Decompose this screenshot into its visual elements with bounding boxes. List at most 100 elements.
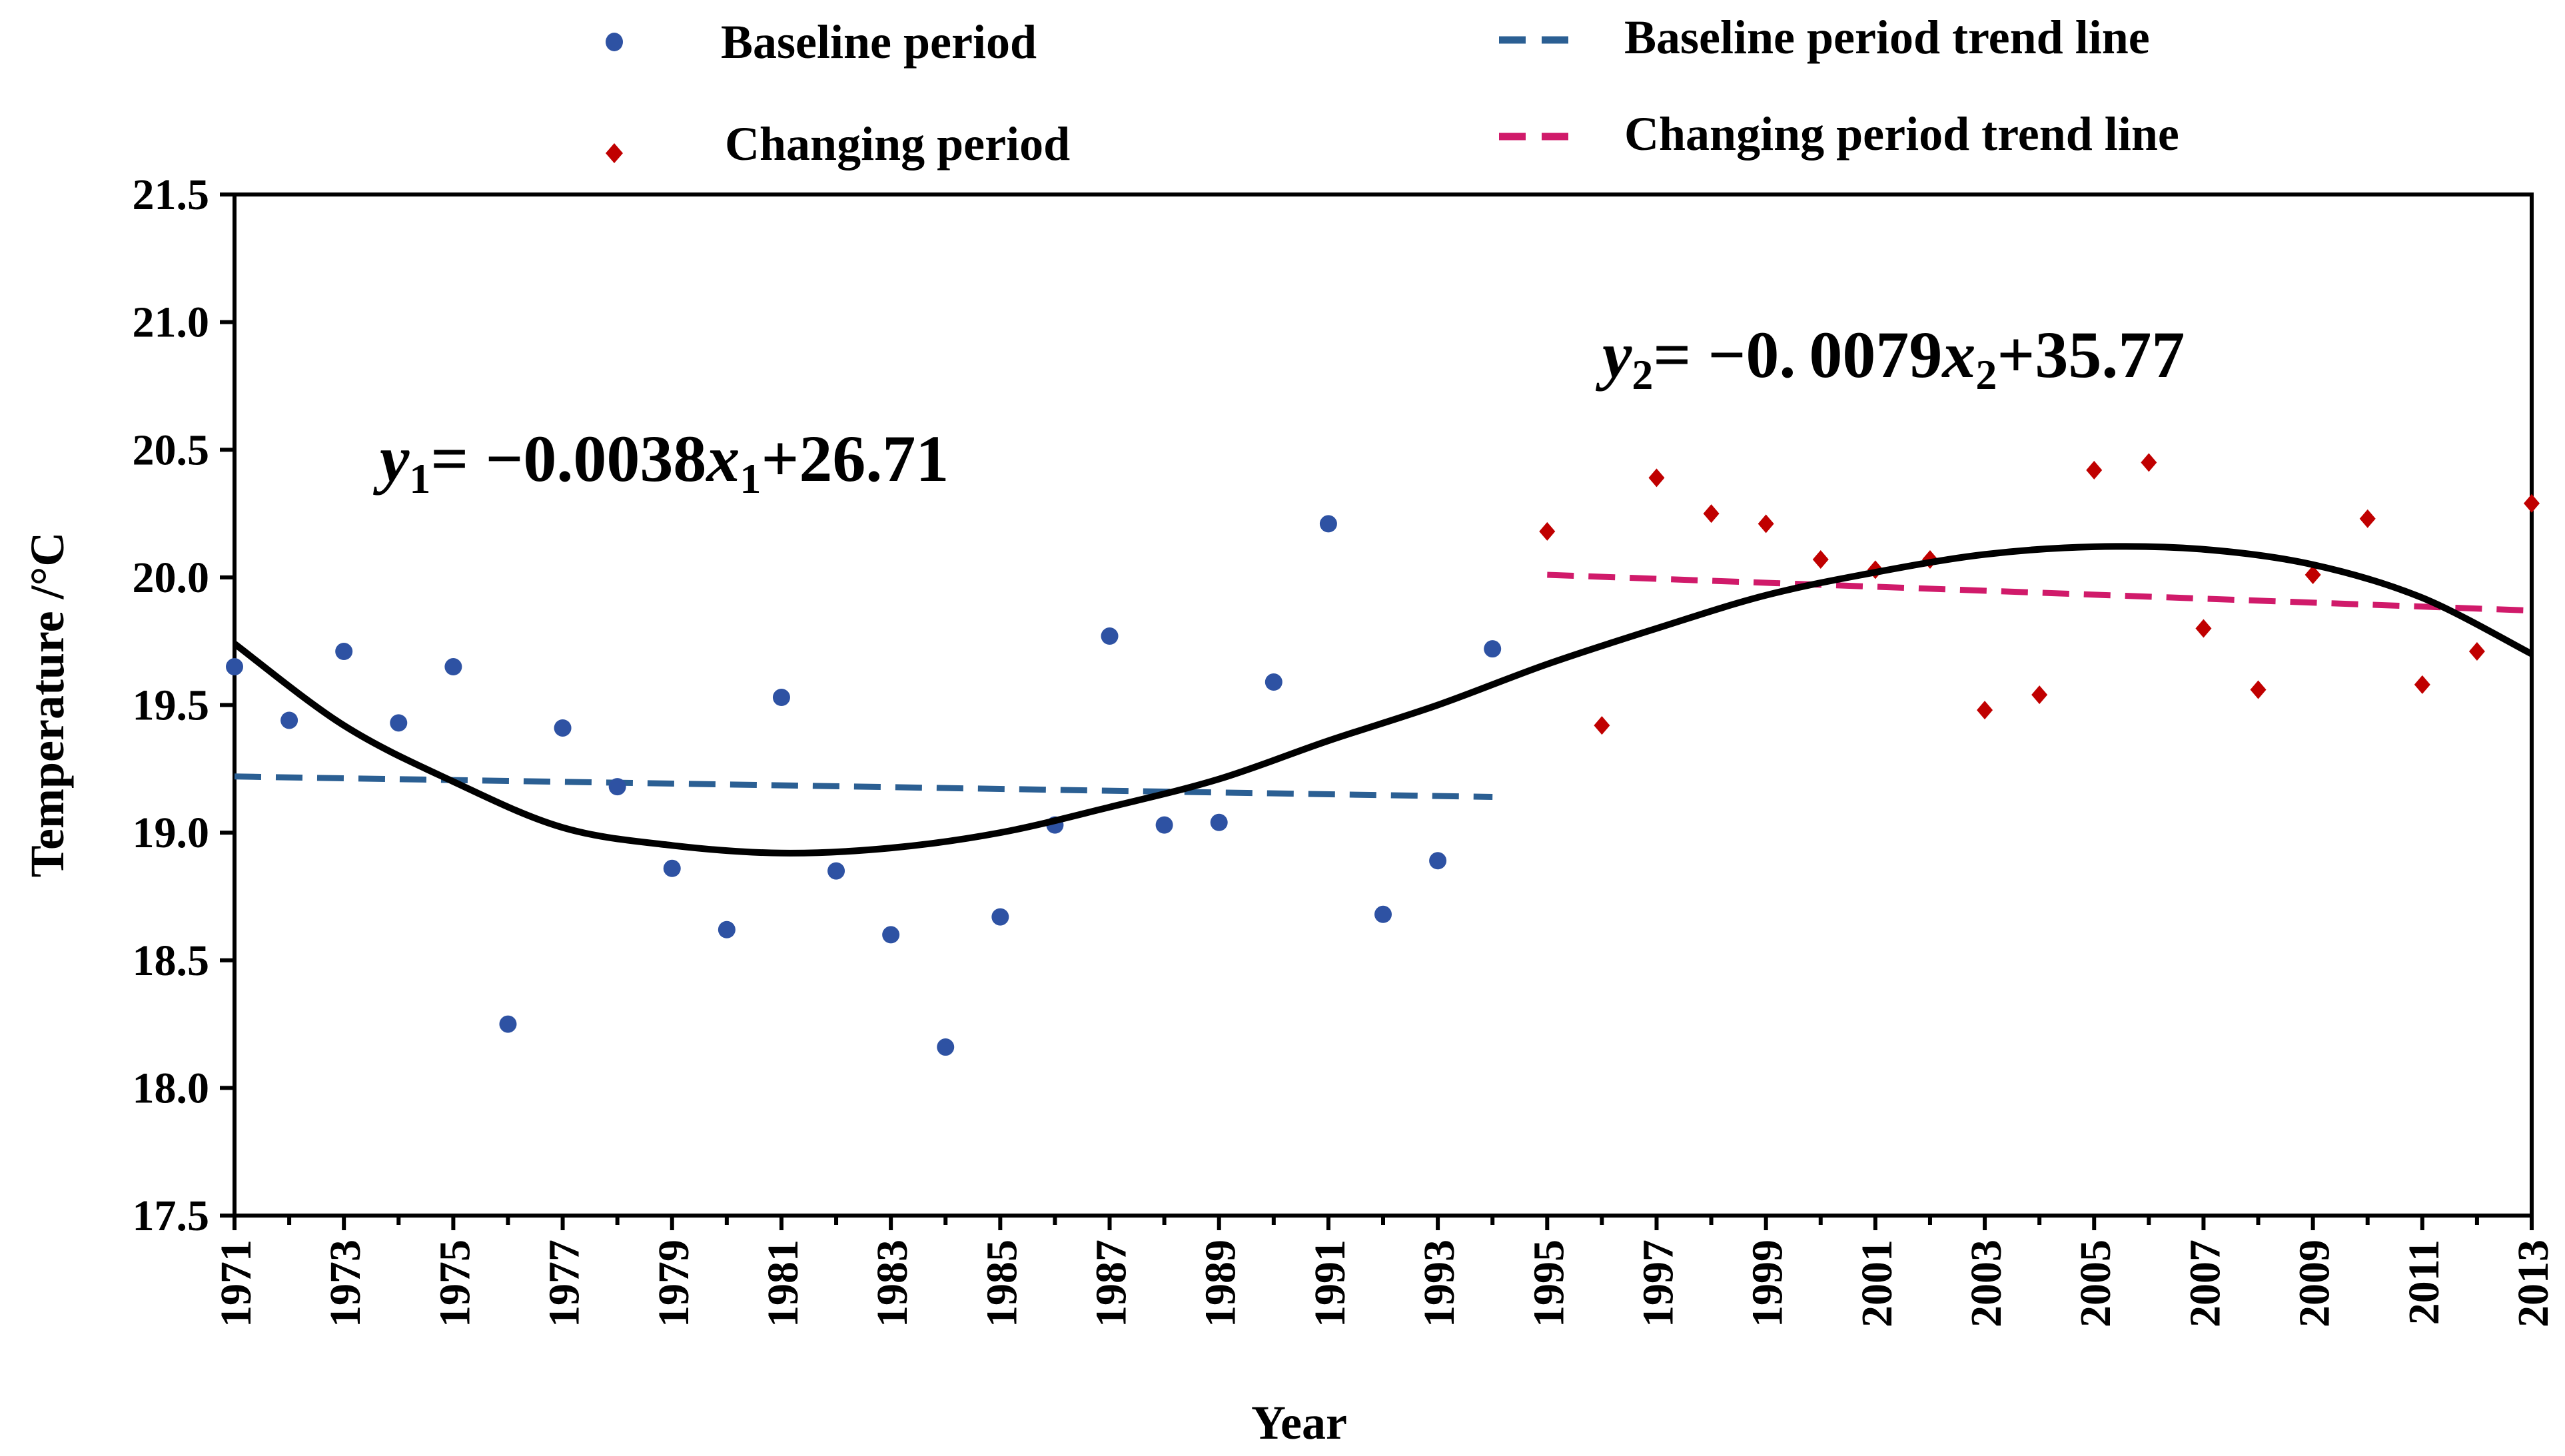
eq2-coef: = −0. <box>1653 318 1796 392</box>
baseline-point <box>991 908 1009 926</box>
eq2-x: x <box>1941 318 1975 392</box>
y-tick-label: 19.0 <box>133 809 210 857</box>
y-tick-label: 18.5 <box>133 936 210 985</box>
x-tick-label: 2009 <box>2291 1240 2339 1327</box>
plot-area <box>233 192 2534 1218</box>
eq2-coef-digits: 0079 <box>1809 318 1942 392</box>
legend-label-changing: Changing period <box>725 117 1070 171</box>
changing-point <box>1812 550 1829 569</box>
legend: Baseline period Changing period Baseline… <box>606 11 2179 171</box>
legend-label-baseline: Baseline period <box>721 15 1037 69</box>
changing-point <box>2468 642 2485 661</box>
x-tick-label: 1987 <box>1087 1240 1136 1327</box>
baseline-trend-line <box>234 773 1493 800</box>
x-tick-label: 1975 <box>430 1240 479 1327</box>
baseline-point <box>608 778 626 796</box>
x-tick-label: 1971 <box>212 1240 260 1327</box>
baseline-point <box>499 1015 517 1033</box>
eq1-coef: = −0.0038 <box>430 422 706 496</box>
x-tick-label: 1999 <box>1744 1240 1792 1327</box>
x-tick-label: 2003 <box>1962 1240 2011 1327</box>
legend-marker-baseline <box>606 33 623 51</box>
x-axis-title: Year <box>1251 1396 1347 1449</box>
baseline-point <box>390 714 408 732</box>
changing-point <box>2414 675 2430 694</box>
baseline-point <box>444 658 462 676</box>
baseline-point <box>718 920 736 938</box>
data-points <box>226 453 2540 1056</box>
eq1-x-sub: 1 <box>740 455 761 502</box>
y-axis-title: Temperature /°C <box>21 532 74 878</box>
changing-point <box>2086 460 2103 480</box>
changing-point <box>1977 701 1993 720</box>
changing-point <box>1539 522 1556 541</box>
fit-curve <box>233 543 2534 857</box>
eq1-y-sub: 1 <box>409 455 430 502</box>
x-tick-label: 1997 <box>1634 1240 1682 1327</box>
changing-point <box>2524 494 2540 513</box>
equation-changing: y2= −0. 0079x2+35.77 <box>1595 318 2185 398</box>
baseline-point <box>663 859 681 877</box>
y-tick-label: 19.5 <box>133 681 210 730</box>
y-tick-label: 20.0 <box>133 553 210 602</box>
baseline-point <box>1319 515 1337 533</box>
y-tick-label: 17.5 <box>133 1192 210 1240</box>
eq2-x-sub: 2 <box>1975 351 1997 398</box>
y-tick-label: 20.5 <box>133 426 210 474</box>
changing-point <box>1758 514 1774 534</box>
eq2-const: +35.77 <box>1997 318 2185 392</box>
baseline-point <box>1210 813 1228 831</box>
legend-marker-changing <box>606 143 623 163</box>
y-tick-label: 18.0 <box>133 1064 210 1112</box>
x-tick-label: 1977 <box>540 1240 589 1327</box>
baseline-point <box>827 862 845 880</box>
changing-point <box>1703 504 1720 524</box>
x-tick-label: 1973 <box>321 1240 370 1327</box>
x-axis: 1971 1973 1975 1977 1979 1981 1983 1985 1987 1989… <box>212 1216 2558 1327</box>
x-tick-label: 1995 <box>1524 1240 1573 1327</box>
changing-point <box>2195 619 2212 638</box>
baseline-point <box>1265 673 1282 691</box>
changing-point <box>1648 468 1665 488</box>
baseline-point <box>882 926 900 944</box>
y-tick-label: 21.5 <box>133 171 210 219</box>
changing-trend-line <box>1547 571 2532 614</box>
x-tick-label: 2007 <box>2181 1240 2229 1327</box>
changing-point <box>1594 716 1610 735</box>
changing-point <box>2031 685 2048 705</box>
changing-point <box>2250 680 2267 699</box>
changing-point <box>2141 453 2157 472</box>
baseline-point <box>554 719 572 737</box>
eq1-y: y <box>372 422 410 496</box>
x-tick-label: 1991 <box>1306 1240 1354 1327</box>
x-tick-label: 2011 <box>2400 1240 2448 1325</box>
baseline-point <box>937 1038 955 1056</box>
baseline-point <box>1155 816 1173 834</box>
x-tick-label: 1979 <box>650 1240 698 1327</box>
equation-baseline: y1= −0.0038x1+26.71 <box>372 422 949 502</box>
x-tick-label: 1993 <box>1415 1240 1464 1327</box>
eq1-x: x <box>705 422 740 496</box>
y-tick-label: 21.0 <box>133 298 210 347</box>
baseline-point <box>280 711 298 729</box>
baseline-point <box>1429 852 1447 870</box>
baseline-point <box>1374 905 1392 923</box>
x-tick-label: 1985 <box>977 1240 1026 1327</box>
y-axis: 17.5 18.0 18.5 19.0 19.5 20.0 20.5 21.0 21.5 <box>133 171 235 1240</box>
baseline-point <box>335 643 353 661</box>
baseline-point <box>226 658 243 676</box>
x-tick-label: 1983 <box>868 1240 917 1327</box>
changing-point <box>2359 509 2376 528</box>
x-tick-label: 1989 <box>1197 1240 1245 1327</box>
legend-label-baseline-trend: Baseline period trend line <box>1624 11 2150 64</box>
baseline-point <box>1484 640 1502 658</box>
x-tick-label: 1981 <box>759 1240 807 1327</box>
eq2-y-sub: 2 <box>1632 351 1653 398</box>
legend-label-changing-trend: Changing period trend line <box>1624 107 2179 161</box>
eq1-const: +26.71 <box>761 422 949 496</box>
x-tick-label: 2001 <box>1853 1240 1901 1327</box>
changing-point <box>2305 565 2321 585</box>
x-tick-label: 2013 <box>2509 1240 2558 1327</box>
eq2-y: y <box>1595 318 1632 392</box>
